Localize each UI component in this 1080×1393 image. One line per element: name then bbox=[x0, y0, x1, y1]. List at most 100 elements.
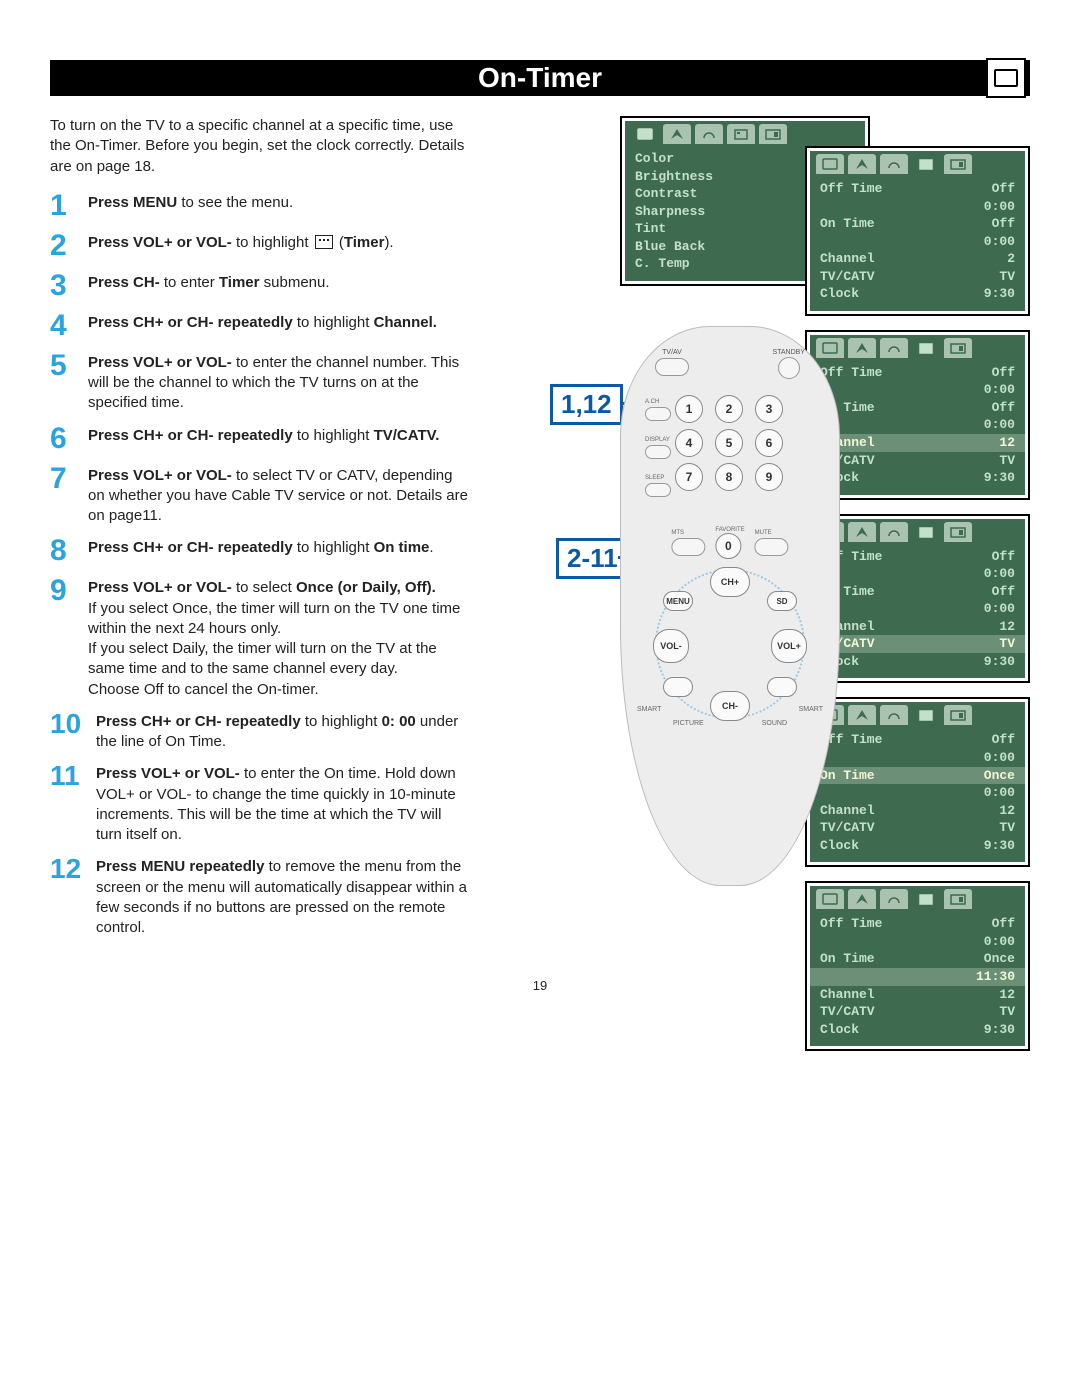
remote-num-0: 0 bbox=[715, 533, 741, 559]
step-body: Press VOL+ or VOL- to enter the channel … bbox=[88, 351, 470, 414]
remote-tvav-label: TV/AV bbox=[655, 349, 689, 379]
remote-num-4: 4 bbox=[675, 429, 703, 457]
step-12: 12 Press MENU repeatedly to remove the m… bbox=[50, 855, 470, 938]
step-body: Press VOL+ or VOL- to select TV or CATV,… bbox=[88, 464, 470, 527]
osd-tab-4 bbox=[944, 705, 972, 725]
illustration-column: Color50Brightness50Contrast50Sharpness50… bbox=[490, 116, 1030, 948]
osd-tab-0 bbox=[631, 124, 659, 144]
step-number: 7 bbox=[50, 464, 88, 527]
step-number: 1 bbox=[50, 191, 88, 221]
osd-tab-2 bbox=[880, 705, 908, 725]
step-body: Press VOL+ or VOL- to enter the On time.… bbox=[96, 762, 470, 845]
callout-1-12: 1,12 bbox=[550, 384, 623, 425]
instructions-column: To turn on the TV to a specific channel … bbox=[50, 116, 470, 948]
step-number: 3 bbox=[50, 271, 88, 301]
remote-sleep-button bbox=[645, 483, 671, 497]
osd-tab-3 bbox=[912, 522, 940, 542]
osd-row: TV/CATVTV bbox=[820, 268, 1015, 286]
osd-row: On TimeOff bbox=[820, 215, 1015, 233]
step-number: 6 bbox=[50, 424, 88, 454]
osd-tab-4 bbox=[759, 124, 787, 144]
remote-standby-button bbox=[778, 357, 800, 379]
osd-tab-2 bbox=[695, 124, 723, 144]
osd-tab-3 bbox=[727, 124, 755, 144]
osd-tab-4 bbox=[944, 154, 972, 174]
osd-timer-menu-1: Off TimeOff0:00On TimeOff0:00Channel2TV/… bbox=[805, 146, 1030, 316]
step-number: 2 bbox=[50, 231, 88, 261]
osd-row: 0:00 bbox=[820, 198, 1015, 216]
step-11: 11 Press VOL+ or VOL- to enter the On ti… bbox=[50, 762, 470, 845]
osd-tab-3 bbox=[912, 338, 940, 358]
osd-row: TV/CATVTV bbox=[820, 1003, 1015, 1021]
osd-row: 0:00 bbox=[820, 233, 1015, 251]
remote-menu-button: MENU bbox=[663, 591, 693, 611]
osd-row: 0:00 bbox=[820, 933, 1015, 951]
step-number: 9 bbox=[50, 576, 88, 700]
remote-num-5: 5 bbox=[715, 429, 743, 457]
remote-ach-button bbox=[645, 407, 671, 421]
step-5: 5 Press VOL+ or VOL- to enter the channe… bbox=[50, 351, 470, 414]
remote-num-6: 6 bbox=[755, 429, 783, 457]
step-body: Press CH+ or CH- repeatedly to highlight… bbox=[88, 536, 470, 566]
remote-num-1: 1 bbox=[675, 395, 703, 423]
step-body: Press VOL+ or VOL- to highlight (Timer). bbox=[88, 231, 470, 261]
osd-tab-1 bbox=[848, 889, 876, 909]
remote-display-button bbox=[645, 445, 671, 459]
osd-tab-3 bbox=[912, 705, 940, 725]
step-2: 2 Press VOL+ or VOL- to highlight (Timer… bbox=[50, 231, 470, 261]
osd-tab-2 bbox=[880, 154, 908, 174]
step-10: 10 Press CH+ or CH- repeatedly to highli… bbox=[50, 710, 470, 753]
remote-ch-minus: CH- bbox=[710, 691, 750, 721]
osd-tab-0 bbox=[816, 889, 844, 909]
osd-tab-4 bbox=[944, 889, 972, 909]
step-number: 5 bbox=[50, 351, 88, 414]
remote-mute-button bbox=[755, 538, 789, 556]
osd-tab-2 bbox=[880, 338, 908, 358]
osd-row: On TimeOnce bbox=[820, 950, 1015, 968]
step-number: 10 bbox=[50, 710, 96, 753]
remote-num-3: 3 bbox=[755, 395, 783, 423]
remote-dpad: CH+ CH- VOL- VOL+ MENU SD SMART PICTURE … bbox=[655, 569, 805, 719]
step-body: Press CH+ or CH- repeatedly to highlight… bbox=[96, 710, 470, 753]
osd-tab-4 bbox=[944, 338, 972, 358]
step-number: 12 bbox=[50, 855, 96, 938]
remote-vol-plus: VOL+ bbox=[771, 629, 807, 663]
remote-num-9: 9 bbox=[755, 463, 783, 491]
section-icon bbox=[986, 58, 1026, 98]
step-6: 6 Press CH+ or CH- repeatedly to highlig… bbox=[50, 424, 470, 454]
step-1: 1 Press MENU to see the menu. bbox=[50, 191, 470, 221]
remote-num-7: 7 bbox=[675, 463, 703, 491]
intro-text: To turn on the TV to a specific channel … bbox=[50, 116, 470, 177]
step-body: Press CH+ or CH- repeatedly to highlight… bbox=[88, 424, 470, 454]
step-7: 7 Press VOL+ or VOL- to select TV or CAT… bbox=[50, 464, 470, 527]
timer-icon bbox=[315, 235, 333, 249]
title-bar: On-Timer bbox=[50, 60, 1030, 96]
osd-row: Channel12 bbox=[820, 986, 1015, 1004]
remote-num-8: 8 bbox=[715, 463, 743, 491]
remote-standby-label: STANDBY bbox=[772, 349, 805, 379]
remote-mts-button bbox=[671, 538, 705, 556]
osd-row: 11:30 bbox=[810, 968, 1025, 986]
osd-tab-1 bbox=[663, 124, 691, 144]
step-3: 3 Press CH- to enter Timer submenu. bbox=[50, 271, 470, 301]
osd-tab-1 bbox=[848, 154, 876, 174]
remote-smart-picture-button bbox=[663, 677, 693, 697]
osd-row: Clock9:30 bbox=[820, 1021, 1015, 1039]
osd-row: Off TimeOff bbox=[820, 180, 1015, 198]
osd-tab-3 bbox=[912, 889, 940, 909]
step-4: 4 Press CH+ or CH- repeatedly to highlig… bbox=[50, 311, 470, 341]
step-number: 11 bbox=[50, 762, 96, 845]
step-body: Press MENU to see the menu. bbox=[88, 191, 470, 221]
remote-control-illustration: 1,12 2-11 TV/AV STANDBY bbox=[560, 326, 860, 886]
osd-row: Off TimeOff bbox=[820, 915, 1015, 933]
osd-tab-2 bbox=[880, 889, 908, 909]
step-number: 8 bbox=[50, 536, 88, 566]
step-body: Press MENU repeatedly to remove the menu… bbox=[96, 855, 470, 938]
page-title: On-Timer bbox=[50, 60, 1030, 96]
step-9: 9 Press VOL+ or VOL- to select Once (or … bbox=[50, 576, 470, 700]
step-body: Press CH+ or CH- repeatedly to highlight… bbox=[88, 311, 470, 341]
osd-timer-menu-5: Off TimeOff0:00On TimeOnce11:30Channel12… bbox=[805, 881, 1030, 1051]
remote-num-2: 2 bbox=[715, 395, 743, 423]
osd-tab-3 bbox=[912, 154, 940, 174]
remote-vol-minus: VOL- bbox=[653, 629, 689, 663]
